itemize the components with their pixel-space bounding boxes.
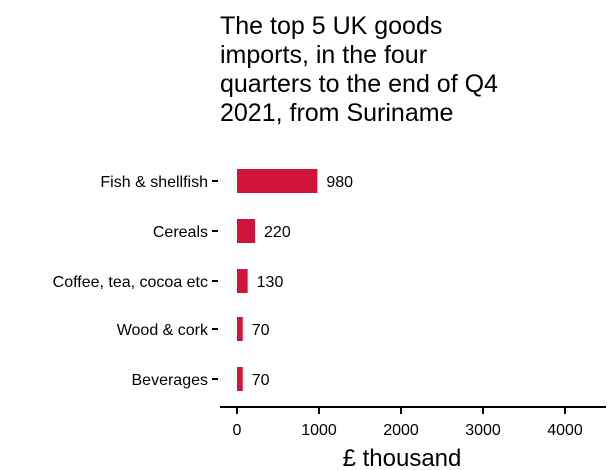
x-tick-label: 4000 bbox=[547, 422, 583, 439]
y-axis: Fish & shellfish Cereals Coffee, tea, coco… bbox=[53, 174, 218, 389]
chart-title-line: 2021, from Suriname bbox=[220, 99, 453, 127]
data-label: 980 bbox=[326, 174, 353, 191]
category-label: Cereals bbox=[153, 224, 208, 241]
chart-title-line: imports, in the four bbox=[220, 41, 427, 69]
category-label: Fish & shellfish bbox=[100, 174, 208, 191]
data-label: 220 bbox=[264, 224, 291, 241]
chart-title-line: quarters to the end of Q4 bbox=[220, 70, 498, 98]
bar bbox=[237, 269, 248, 293]
data-label: 70 bbox=[252, 322, 270, 339]
data-label: 130 bbox=[257, 274, 284, 291]
bar bbox=[237, 169, 318, 193]
category-label: Wood & cork bbox=[117, 322, 209, 339]
bar bbox=[237, 317, 243, 341]
category-label: Coffee, tea, cocoa etc bbox=[53, 274, 208, 291]
category-label: Beverages bbox=[132, 372, 209, 389]
x-axis: 0 1000 2000 3000 4000 bbox=[220, 406, 606, 439]
bar bbox=[237, 367, 243, 391]
x-axis-title: £ thousand bbox=[343, 445, 462, 470]
x-tick-label: 0 bbox=[233, 422, 242, 439]
data-label: 70 bbox=[252, 372, 270, 389]
bars: 980 220 130 70 70 bbox=[237, 169, 353, 391]
chart-title-line: The top 5 UK goods bbox=[220, 12, 442, 40]
x-tick-label: 3000 bbox=[465, 422, 501, 439]
x-tick-label: 1000 bbox=[301, 422, 337, 439]
bar bbox=[237, 219, 256, 243]
x-tick-label: 2000 bbox=[383, 422, 419, 439]
